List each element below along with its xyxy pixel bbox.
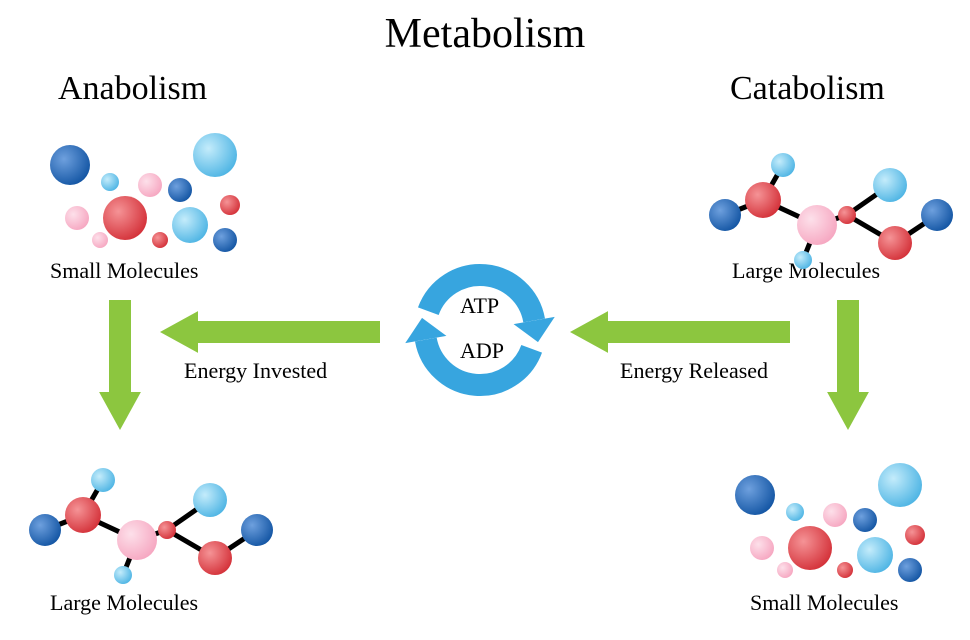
arrow-head bbox=[827, 392, 869, 430]
adp-label: ADP bbox=[460, 338, 504, 364]
large-molecule-tr bbox=[709, 153, 953, 269]
atp-label: ATP bbox=[460, 293, 499, 319]
energy-invested-label: Energy Invested bbox=[184, 358, 327, 384]
cycle-arrowhead bbox=[514, 317, 555, 342]
large-molecules-bl-label: Large Molecules bbox=[50, 590, 198, 616]
cycle-arrowhead bbox=[405, 318, 446, 343]
small-molecules-tl-label: Small Molecules bbox=[50, 258, 198, 284]
arrow-shaft bbox=[198, 321, 380, 343]
small-molecules-br bbox=[735, 463, 925, 582]
arrow-shaft bbox=[837, 300, 859, 392]
small-molecules-br-label: Small Molecules bbox=[750, 590, 898, 616]
large-molecule-bl bbox=[29, 468, 273, 584]
arrow-head bbox=[570, 311, 608, 353]
arrow-head bbox=[160, 311, 198, 353]
arrow-head bbox=[99, 392, 141, 430]
main-title: Metabolism bbox=[385, 10, 586, 58]
arrow-shaft bbox=[608, 321, 790, 343]
energy-released-label: Energy Released bbox=[620, 358, 768, 384]
catabolism-title: Catabolism bbox=[730, 70, 885, 108]
arrow-shaft bbox=[109, 300, 131, 392]
large-molecules-tr-label: Large Molecules bbox=[732, 258, 880, 284]
anabolism-title: Anabolism bbox=[58, 70, 207, 108]
small-molecules-tl bbox=[50, 133, 240, 252]
